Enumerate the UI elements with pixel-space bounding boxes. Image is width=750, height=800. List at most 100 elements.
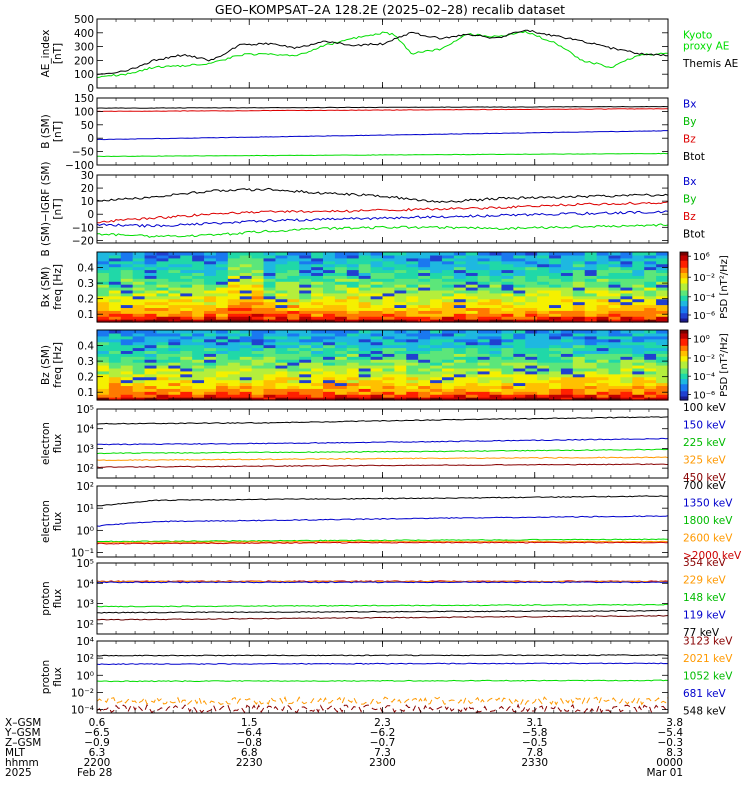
spectrogram-cell [430,257,443,262]
spectrogram-cell [358,319,372,323]
spectrogram-cell [525,344,538,349]
spectrogram-cell [489,397,503,401]
spectrogram-cell [382,269,395,274]
spectrogram-cell [477,391,491,395]
spectrogram-cell [239,362,253,366]
spectrogram-cell [596,394,610,398]
spectrogram-cell [120,304,134,309]
spectrogram-cell [572,319,586,323]
spectrogram-cell [418,385,431,389]
spectrogram-cell [406,376,419,381]
spectrogram-cell [204,391,217,395]
spectrogram-cell [239,335,253,340]
spectrogram-cell [215,356,229,360]
spectrogram-cell [144,365,158,369]
spectrogram-cell [132,356,146,360]
spectrogram-cell [108,379,122,384]
colorbar-swatch [680,271,688,274]
spectrogram-cell [192,388,205,392]
spectrogram-cell [144,275,158,279]
y-axis-label: flux [52,667,64,686]
spectrogram-cell [489,332,503,337]
spectrogram-cell [227,388,241,392]
spectrogram-cell [275,350,288,354]
spectrogram-cell [430,359,443,363]
spectrogram-cell [584,394,598,398]
spectrogram-cell [596,344,610,349]
spectrogram-cell [513,292,526,297]
spectrogram-cell [346,344,360,349]
spectrogram-cell [418,379,431,384]
spectrogram-cell [394,394,407,398]
spectrogram-cell [263,310,277,314]
spectrogram-cell [299,281,312,285]
spectrogram-cell [251,335,265,340]
spectrogram-cell [168,284,181,288]
spectrogram-cell [406,356,419,360]
spectrogram-cell [334,379,348,384]
spectrogram-cell [489,263,503,268]
spectrogram-cell [287,269,300,274]
spectrogram-cell [430,385,443,389]
spectrogram-cell [560,284,574,288]
spectrogram-cell [489,379,503,384]
spectrogram-cell [192,365,205,369]
spectrogram-cell [441,252,455,256]
spectrogram-cell [441,269,455,274]
spectrogram-cell [632,347,645,352]
spectrogram-cell [239,367,253,372]
spectrogram-cell [501,394,514,398]
spectrogram-cell [394,257,407,262]
y-tick-label: 10⁰ [76,670,94,682]
series-line-kyoto-proxy-ae [96,30,668,79]
spectrogram-cell [620,263,633,268]
spectrogram-cell [144,330,158,334]
spectrogram-cell [489,373,503,378]
spectrogram-cell [97,350,110,354]
y-tick-label: 10³ [76,443,94,455]
spectrogram-cell [251,391,265,395]
spectrogram-cell [644,347,657,352]
spectrogram-cell [572,341,586,346]
spectrogram-cell [418,319,431,323]
spectrogram-cell [346,263,360,268]
spectrogram-cell [656,385,669,389]
y-tick-label: 100 [74,106,94,118]
spectrogram-cell [430,307,443,311]
spectrogram-cell [525,394,538,398]
spectrogram-cell [215,304,229,309]
spectrogram-cell [441,295,455,300]
spectrogram-cell [596,356,610,360]
spectrogram-cell [287,382,300,387]
spectrogram-cell [358,397,372,401]
spectrogram-cell [632,385,645,389]
spectrogram-cell [465,284,479,288]
spectrogram-cell [192,289,205,294]
spectrogram-cell [441,319,455,323]
spectrogram-cell [263,359,277,363]
spectrogram-cell [406,362,419,366]
spectrogram-cell [537,313,550,317]
spectrogram-cell [489,367,503,372]
spectrogram-cell [370,382,384,387]
spectrogram-cell [465,301,479,306]
spectrogram-cell [132,370,146,375]
spectrogram-cell [441,330,455,334]
spectrogram-cell [97,257,110,262]
spectrogram-cell [441,332,455,337]
spectrogram-cell [227,278,241,282]
y-tick-label: 10⁴ [76,636,94,648]
spectrogram-cell [382,379,395,384]
spectrogram-cell [346,350,360,354]
spectrogram-cell [549,370,562,375]
colorbar-swatch [680,366,688,370]
spectrogram-cell [560,281,574,285]
spectrogram-cell [430,330,443,334]
spectrogram-cell [477,370,491,375]
spectrogram-cell [525,316,538,320]
spectrogram-cell [120,338,134,343]
spectrogram-cell [418,313,431,317]
spectrogram-cell [287,335,300,340]
